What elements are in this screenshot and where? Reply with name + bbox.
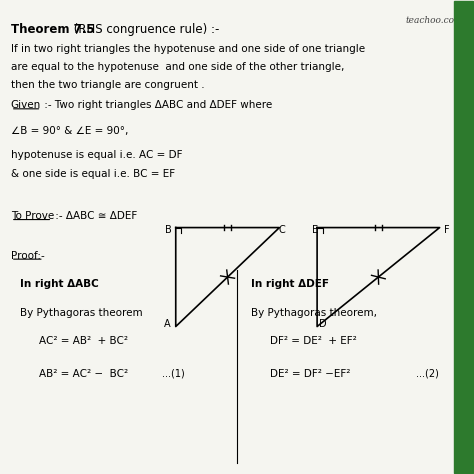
Text: :- ΔABC ≅ ΔDEF: :- ΔABC ≅ ΔDEF (52, 211, 137, 221)
Text: F: F (444, 225, 449, 235)
Text: C: C (278, 225, 285, 235)
Text: are equal to the hypotenuse  and one side of the other triangle,: are equal to the hypotenuse and one side… (11, 62, 344, 72)
Text: & one side is equal i.e. BC = EF: & one side is equal i.e. BC = EF (11, 169, 175, 179)
Text: To Prove: To Prove (11, 211, 54, 221)
Text: DE² = DF² −EF²: DE² = DF² −EF² (270, 369, 350, 379)
Text: DF² = DE²  + EF²: DF² = DE² + EF² (270, 336, 357, 346)
Text: teachoo.com: teachoo.com (406, 16, 463, 25)
Text: ...(1): ...(1) (162, 369, 184, 379)
Text: D: D (319, 319, 327, 329)
Text: :- Two right triangles ΔABC and ΔDEF where: :- Two right triangles ΔABC and ΔDEF whe… (41, 100, 273, 110)
Text: In right ΔDEF: In right ΔDEF (251, 279, 329, 290)
Text: A: A (164, 319, 171, 329)
Text: Given: Given (11, 100, 41, 110)
Text: By Pythagoras theorem,: By Pythagoras theorem, (251, 308, 377, 318)
Text: AC² = AB²  + BC²: AC² = AB² + BC² (39, 336, 128, 346)
Text: then the two triangle are congruent .: then the two triangle are congruent . (11, 80, 204, 90)
Text: (RHS congruence rule) :-: (RHS congruence rule) :- (70, 23, 219, 36)
Bar (454, 1, 473, 473)
Text: Theorem 7.5: Theorem 7.5 (11, 23, 94, 36)
Text: hypotenuse is equal i.e. AC = DF: hypotenuse is equal i.e. AC = DF (11, 150, 182, 160)
Text: E: E (312, 225, 318, 235)
Text: If in two right triangles the hypotenuse and one side of one triangle: If in two right triangles the hypotenuse… (11, 44, 365, 54)
Text: ...(2): ...(2) (416, 369, 439, 379)
Text: In right ΔABC: In right ΔABC (20, 279, 99, 290)
Text: B: B (165, 225, 172, 235)
Text: By Pythagoras theorem: By Pythagoras theorem (20, 308, 143, 318)
Text: Proof:-: Proof:- (11, 251, 45, 261)
Text: AB² = AC² −  BC²: AB² = AC² − BC² (39, 369, 128, 379)
Text: ∠B = 90° & ∠E = 90°,: ∠B = 90° & ∠E = 90°, (11, 126, 128, 136)
